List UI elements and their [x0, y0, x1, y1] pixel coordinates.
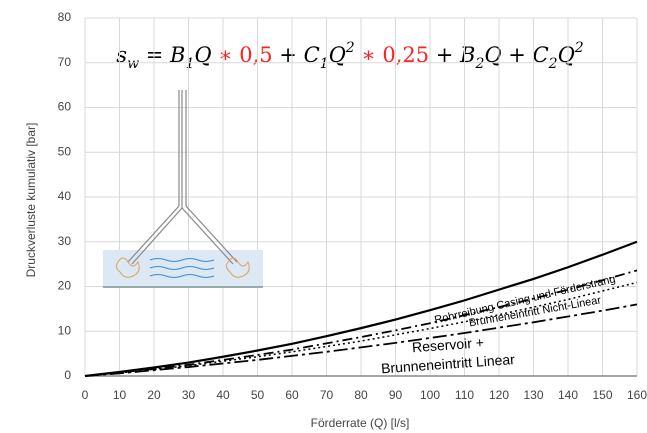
equation-part: 2: [345, 40, 355, 56]
x-tick-label: 50: [251, 388, 265, 402]
y-tick-label: 10: [58, 323, 72, 337]
well-pipes: [128, 90, 237, 264]
x-tick-label: 110: [455, 388, 474, 402]
x-axis-title: Förderrate (Q) [l/s]: [311, 416, 410, 430]
curve-label: Brunneneintritt Linear: [381, 351, 516, 376]
x-tick-label: 0: [82, 388, 89, 402]
x-tick-label: 150: [592, 388, 612, 402]
x-tick-label: 130: [523, 388, 543, 402]
x-tick-label: 80: [354, 388, 368, 402]
x-tick-label: 40: [216, 388, 230, 402]
y-tick-label: 30: [58, 234, 72, 248]
equation-part: 1: [320, 56, 329, 72]
chart: sw = B1Q ∗ 0,5 + C1Q2 ∗ 0,25 + B2Q + C2Q…: [0, 0, 647, 433]
well-illustration: [103, 90, 263, 287]
y-axis-title: Druckverluste kumulativ [bar]: [24, 123, 38, 278]
reservoir-layer: [103, 250, 263, 287]
curve-label: Reservoir +: [411, 334, 484, 355]
x-tick-label: 30: [182, 388, 196, 402]
y-tick-label: 60: [58, 100, 72, 114]
x-tick-label: 160: [627, 388, 647, 402]
x-tick-label: 120: [489, 388, 509, 402]
y-tick-label: 50: [58, 144, 72, 158]
equation-part: 1: [185, 56, 194, 72]
x-tick-label: 60: [285, 388, 299, 402]
equation-part: 2: [574, 40, 584, 56]
y-tick-label: 70: [58, 55, 72, 69]
y-tick-label: 40: [58, 189, 72, 203]
y-tick-label: 20: [58, 279, 72, 293]
y-tick-label: 80: [58, 10, 72, 24]
x-tick-label: 90: [389, 388, 403, 402]
x-tick-label: 70: [320, 388, 334, 402]
equation-part: w: [127, 56, 139, 72]
x-tick-label: 140: [558, 388, 578, 402]
x-tick-label: 10: [113, 388, 127, 402]
x-tick-label: 100: [420, 388, 440, 402]
x-tick-label: 20: [147, 388, 161, 402]
equation-part: 2: [474, 56, 484, 72]
equation-part: 2: [548, 56, 558, 72]
equation: sw = B1Q ∗ 0,5 + C1Q2 ∗ 0,25 + B2Q + C2Q…: [116, 40, 584, 72]
y-tick-label: 0: [64, 368, 71, 382]
